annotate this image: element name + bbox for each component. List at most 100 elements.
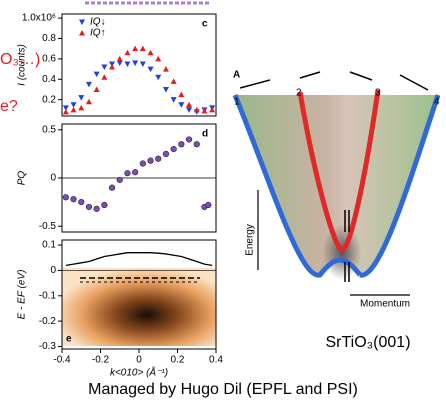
- point: [78, 95, 85, 101]
- point: [186, 101, 193, 108]
- point: [62, 105, 69, 111]
- y-tick-label: -0.3: [39, 341, 57, 352]
- band-diagram: [232, 71, 441, 296]
- band-label: 4: [434, 97, 440, 108]
- y-axis-label: I (counts): [17, 44, 28, 86]
- point: [62, 108, 69, 115]
- x-axis-label: k<010> (Å⁻¹): [110, 366, 168, 379]
- point: [170, 78, 177, 84]
- point: [132, 60, 139, 66]
- spin-arrow: [344, 210, 350, 282]
- band-outer: [232, 94, 362, 278]
- point: [124, 49, 131, 56]
- point: [132, 45, 139, 52]
- y-tick-label: -0.2: [39, 316, 57, 327]
- point: [193, 141, 200, 148]
- x-tick-label: 0: [136, 355, 142, 366]
- y-axis-label: E - EF (eV): [17, 270, 28, 320]
- material-label: SrTiO₃(001): [325, 334, 410, 351]
- x-tick-label: 0.4: [209, 355, 223, 366]
- point: [70, 102, 77, 108]
- panel-label: c: [202, 19, 208, 30]
- y-tick-label: 0.8: [42, 33, 56, 44]
- point: [101, 74, 108, 80]
- point: [93, 86, 100, 92]
- point: [116, 55, 123, 62]
- y-tick-label: 1.0x10⁶: [22, 13, 56, 24]
- point: [147, 49, 154, 56]
- point: [70, 196, 77, 203]
- cropped-text: O₃…): [0, 51, 40, 68]
- band-label: 1: [234, 97, 240, 108]
- legend-marker: [79, 30, 85, 36]
- point: [78, 199, 85, 206]
- point: [155, 74, 162, 81]
- band-surface: [235, 95, 438, 276]
- y-tick-label: 0: [50, 265, 56, 276]
- panel-label: e: [66, 334, 72, 345]
- point: [85, 98, 92, 105]
- point: [101, 201, 108, 209]
- y-tick-label: 0.6: [42, 54, 56, 65]
- band-label: 2: [296, 88, 302, 99]
- point: [85, 203, 93, 211]
- point: [139, 45, 146, 52]
- y-axis-label: PQ: [17, 171, 28, 186]
- point: [178, 102, 185, 108]
- point: [209, 106, 216, 113]
- y-tick-label: -0.5: [39, 221, 57, 232]
- legend-label: IQ↑: [90, 28, 106, 39]
- point: [139, 61, 146, 67]
- legend-label: IQ↓: [90, 17, 106, 28]
- y-tick-label: 0.4: [42, 74, 56, 85]
- cropped-text: e?: [0, 98, 18, 115]
- point: [124, 170, 131, 177]
- diagram-label: A: [233, 70, 240, 81]
- point: [93, 205, 100, 212]
- point: [116, 176, 123, 184]
- band-label: 3: [375, 88, 381, 99]
- panel-label: d: [202, 129, 208, 140]
- point: [147, 66, 154, 73]
- legend-marker: [79, 19, 85, 25]
- axis-label: Energy: [245, 224, 256, 256]
- point: [101, 64, 108, 71]
- point: [193, 106, 200, 113]
- arpes-map: [62, 268, 216, 346]
- point: [85, 81, 92, 88]
- y-tick-label: 0: [50, 173, 56, 184]
- point: [78, 104, 85, 111]
- band-outer: [359, 94, 441, 278]
- point: [124, 61, 131, 67]
- point: [162, 150, 170, 157]
- point: [178, 91, 185, 98]
- point: [116, 60, 123, 66]
- point: [162, 66, 169, 72]
- point: [93, 71, 100, 78]
- point: [162, 86, 169, 93]
- y-tick-label: 0.2: [42, 94, 56, 105]
- point: [62, 194, 69, 201]
- point: [170, 97, 177, 103]
- point: [132, 169, 139, 176]
- point: [186, 107, 193, 113]
- band-inner: [297, 89, 381, 253]
- x-tick-label: -0.4: [53, 355, 71, 366]
- spin-arrow: [239, 71, 429, 91]
- point: [178, 141, 185, 148]
- point: [109, 64, 116, 70]
- point: [70, 106, 77, 113]
- x-tick-label: 0.2: [171, 355, 185, 366]
- point: [170, 145, 177, 153]
- y-tick-label: 0.1: [42, 240, 56, 251]
- y-tick-label: 0.5: [42, 124, 56, 135]
- point: [155, 155, 162, 162]
- x-tick-label: -0.2: [92, 355, 110, 366]
- point: [205, 201, 212, 209]
- axis-label: Momentum: [360, 299, 410, 310]
- point: [155, 55, 162, 62]
- point: [185, 136, 193, 143]
- y-tick-label: -0.1: [39, 290, 57, 301]
- point: [139, 160, 146, 167]
